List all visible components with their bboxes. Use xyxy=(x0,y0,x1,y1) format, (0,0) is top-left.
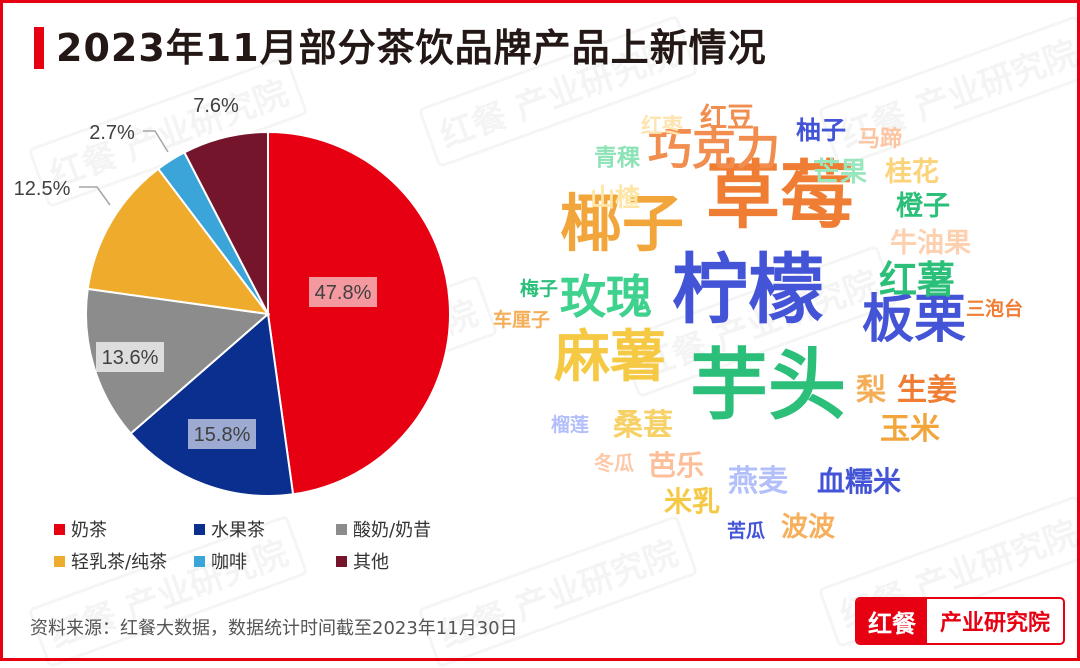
word-cloud-term: 米乳 xyxy=(664,485,721,518)
legend-item: 其他 xyxy=(336,548,496,574)
source-note: 资料来源：红餐大数据，数据统计时间截至2023年11月30日 xyxy=(30,618,518,639)
title-accent-bar xyxy=(34,27,44,69)
legend-swatch xyxy=(336,555,347,567)
legend-swatch xyxy=(54,523,65,535)
word-cloud-term: 燕麦 xyxy=(728,464,788,499)
word-cloud-term: 桑葚 xyxy=(613,408,673,443)
word-cloud-term: 冬瓜 xyxy=(594,451,634,475)
legend-swatch xyxy=(194,555,205,567)
data-label: 2.7% xyxy=(89,122,135,144)
word-cloud-term: 草莓 xyxy=(706,153,854,239)
word-cloud-term: 板栗 xyxy=(862,290,967,350)
legend-item: 轻乳茶/纯茶 xyxy=(54,548,194,574)
legend: 奶茶 水果茶 酸奶/奶昔轻乳茶/纯茶 咖啡 其他 xyxy=(54,516,496,574)
word-cloud-term: 芒果 xyxy=(813,156,867,188)
word-cloud-term: 柠檬 xyxy=(672,245,824,334)
word-cloud-term: 生姜 xyxy=(897,373,957,408)
word-cloud-term: 红豆 xyxy=(700,102,754,134)
legend-label: 其他 xyxy=(353,552,389,573)
word-cloud-term: 苦瓜 xyxy=(727,519,766,542)
legend-swatch xyxy=(194,523,205,535)
word-cloud-term: 车厘子 xyxy=(493,308,551,331)
word-cloud-term: 三泡台 xyxy=(966,297,1024,320)
word-cloud-term: 红薯 xyxy=(879,258,956,302)
data-label-box xyxy=(188,419,256,449)
legend-label: 酸奶/奶昔 xyxy=(353,520,432,541)
word-cloud-term: 柚子 xyxy=(796,115,847,145)
word-cloud-term: 牛油果 xyxy=(890,227,971,259)
word-cloud-term: 玫瑰 xyxy=(560,270,652,324)
data-label: 7.6% xyxy=(193,95,239,117)
word-cloud-term: 梅子 xyxy=(520,277,559,300)
word-cloud-term: 血糯米 xyxy=(817,465,902,498)
word-cloud-term: 芋头 xyxy=(690,341,847,431)
word-cloud-term: 马蹄 xyxy=(858,127,903,152)
data-label: 13.6% xyxy=(102,347,159,369)
legend-item: 奶茶 xyxy=(54,516,194,542)
logo-left: 红餐 xyxy=(857,599,927,643)
word-cloud-term: 波波 xyxy=(781,511,835,543)
word-cloud-term: 山楂 xyxy=(590,182,641,212)
word-cloud-term: 梨 xyxy=(856,373,886,408)
word-cloud-term: 玉米 xyxy=(880,412,940,447)
data-label: 15.8% xyxy=(194,424,251,446)
data-label: 12.5% xyxy=(14,178,71,200)
leader-line xyxy=(79,186,111,206)
word-cloud-term: 椰子 xyxy=(560,187,685,260)
data-label-box xyxy=(309,277,377,307)
word-cloud-term: 红枣 xyxy=(641,113,683,138)
page-title: 2023年11月部分茶饮品牌产品上新情况 xyxy=(56,26,767,70)
legend-swatch xyxy=(54,555,65,567)
data-label-box xyxy=(96,342,164,372)
pie-slice xyxy=(129,312,295,497)
legend-item: 水果茶 xyxy=(194,516,336,542)
word-cloud-term: 芭乐 xyxy=(648,449,705,482)
legend-label: 轻乳茶/纯茶 xyxy=(71,552,168,573)
logo-right: 产业研究院 xyxy=(939,611,1050,636)
word-cloud-term: 橙子 xyxy=(896,190,950,222)
pie-slice xyxy=(267,130,451,496)
legend-label: 水果茶 xyxy=(211,520,265,541)
pie-slice xyxy=(86,167,271,316)
brand-logo: 红餐 产业研究院 xyxy=(855,597,1065,645)
pie-slice xyxy=(85,287,271,435)
leader-line xyxy=(143,130,169,153)
legend-label: 咖啡 xyxy=(211,552,247,573)
legend-item: 咖啡 xyxy=(194,548,336,574)
legend-swatch xyxy=(336,523,347,535)
word-cloud-term: 桂花 xyxy=(885,156,939,188)
legend-item: 酸奶/奶昔 xyxy=(336,516,496,542)
pie-chart: 47.8% 15.8% 13.6% 12.5% 2.7% 7.6% xyxy=(14,95,451,497)
data-label: 47.8% xyxy=(315,282,372,304)
word-cloud-term: 青稞 xyxy=(594,144,640,171)
word-cloud-term: 巧克力 xyxy=(648,124,780,175)
word-cloud-term: 榴莲 xyxy=(551,413,590,436)
pie-slice xyxy=(183,130,269,315)
word-cloud-term: 麻薯 xyxy=(554,325,666,390)
legend-label: 奶茶 xyxy=(71,520,107,541)
